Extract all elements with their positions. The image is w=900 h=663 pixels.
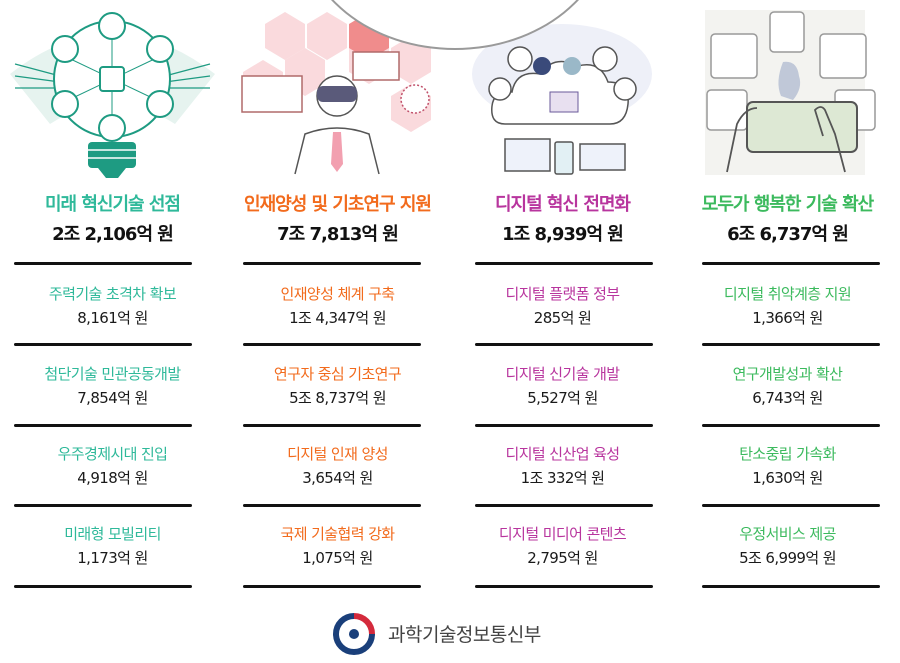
item-amount: 285억 원	[533, 309, 592, 327]
item-name: 디지털 인재 양성	[287, 445, 388, 463]
category-title: 디지털 혁신 전면화	[494, 194, 631, 215]
item-name: 우정서비스 제공	[739, 525, 836, 543]
item-amount: 7,854억 원	[77, 389, 148, 407]
divider	[702, 504, 880, 507]
divider	[702, 424, 880, 427]
divider	[243, 424, 421, 427]
list-item: 연구자 중심 기초연구 5조 8,737억 원	[225, 364, 450, 409]
item-amount: 4,918억 원	[77, 469, 148, 487]
column-tech-for-all: 모두가 행복한 기술 확산 6조 6,737억 원 디지털 취약계층 지원 1,…	[675, 0, 900, 600]
item-name: 인재양성 체계 구축	[280, 285, 396, 303]
item-name: 주력기술 초격차 확보	[48, 285, 177, 303]
category-title: 인재양성 및 기초연구 지원	[244, 194, 432, 215]
item-amount: 6,743억 원	[752, 389, 823, 407]
divider	[475, 262, 653, 265]
taegeuk-logo-icon	[333, 613, 375, 655]
list-item: 미래형 모빌리티 1,173억 원	[0, 524, 225, 569]
column-talent-research: 인재양성 및 기초연구 지원 7조 7,813억 원 인재양성 체계 구축 1조…	[225, 0, 450, 600]
item-amount: 3,654억 원	[302, 469, 373, 487]
category-total: 1조 8,939억 원	[502, 224, 624, 245]
list-item: 인재양성 체계 구축 1조 4,347억 원	[225, 284, 450, 329]
divider	[243, 262, 421, 265]
list-item: 첨단기술 민관공동개발 7,854억 원	[0, 364, 225, 409]
category-title: 미래 혁신기술 선점	[44, 194, 181, 215]
list-item: 디지털 취약계층 지원 1,366억 원	[675, 284, 900, 329]
item-amount: 5,527억 원	[527, 389, 598, 407]
divider	[243, 585, 421, 588]
list-item: 디지털 신산업 육성 1조 332억 원	[450, 444, 675, 489]
divider	[475, 504, 653, 507]
item-amount: 5조 8,737억 원	[289, 389, 386, 407]
item-name: 디지털 플랫폼 정부	[505, 285, 621, 303]
list-item: 디지털 인재 양성 3,654억 원	[225, 444, 450, 489]
divider	[14, 343, 192, 346]
divider	[475, 424, 653, 427]
list-item: 우정서비스 제공 5조 6,999억 원	[675, 524, 900, 569]
divider	[702, 262, 880, 265]
list-item: 국제 기술협력 강화 1,075억 원	[225, 524, 450, 569]
divider	[475, 585, 653, 588]
item-amount: 2,795억 원	[527, 549, 598, 567]
category-total: 7조 7,813억 원	[277, 224, 399, 245]
cloud-big-data-icon	[472, 24, 652, 175]
budget-columns: 미래 혁신기술 선점 2조 2,106억 원 주력기술 초격차 확보 8,161…	[0, 0, 900, 600]
item-name: 미래형 모빌리티	[64, 525, 161, 543]
list-item: 디지털 신기술 개발 5,527억 원	[450, 364, 675, 409]
divider	[243, 343, 421, 346]
column-digital-innovation: 디지털 혁신 전면화 1조 8,939억 원 디지털 플랫폼 정부 285억 원…	[450, 0, 675, 600]
lightbulb-tech-icon	[10, 12, 215, 178]
divider	[14, 504, 192, 507]
list-item: 디지털 플랫폼 정부 285억 원	[450, 284, 675, 329]
item-amount: 1,075억 원	[302, 549, 373, 567]
item-name: 디지털 신기술 개발	[505, 365, 621, 383]
item-amount: 1,630억 원	[752, 469, 823, 487]
list-item: 주력기술 초격차 확보 8,161억 원	[0, 284, 225, 329]
category-title: 모두가 행복한 기술 확산	[701, 194, 874, 215]
item-name: 디지털 미디어 콘텐츠	[498, 525, 627, 543]
item-amount: 1조 332억 원	[520, 469, 605, 487]
item-amount: 1,173억 원	[77, 549, 148, 567]
item-amount: 8,161억 원	[77, 309, 148, 327]
item-name: 연구개발성과 확산	[732, 365, 843, 383]
item-name: 우주경제시대 진입	[57, 445, 168, 463]
divider	[14, 262, 192, 265]
divider	[702, 585, 880, 588]
item-amount: 1조 4,347억 원	[289, 309, 386, 327]
category-total: 6조 6,737억 원	[727, 224, 849, 245]
divider	[14, 424, 192, 427]
list-item: 연구개발성과 확산 6,743억 원	[675, 364, 900, 409]
item-name: 첨단기술 민관공동개발	[44, 365, 181, 383]
divider	[475, 343, 653, 346]
item-name: 디지털 취약계층 지원	[723, 285, 852, 303]
divider	[14, 585, 192, 588]
item-name: 디지털 신산업 육성	[505, 445, 621, 463]
divider	[702, 343, 880, 346]
item-amount: 1,366억 원	[752, 309, 823, 327]
item-name: 연구자 중심 기초연구	[273, 365, 402, 383]
column-future-tech: 미래 혁신기술 선점 2조 2,106억 원 주력기술 초격차 확보 8,161…	[0, 0, 225, 600]
list-item: 우주경제시대 진입 4,918억 원	[0, 444, 225, 489]
list-item: 탄소중립 가속화 1,630억 원	[675, 444, 900, 489]
smartphone-hands-icon	[705, 10, 876, 175]
item-name: 탄소중립 가속화	[739, 445, 836, 463]
item-amount: 5조 6,999억 원	[739, 549, 836, 567]
divider	[243, 504, 421, 507]
footer: 과학기술정보통신부	[0, 600, 900, 663]
list-item: 디지털 미디어 콘텐츠 2,795억 원	[450, 524, 675, 569]
category-total: 2조 2,106억 원	[52, 224, 174, 245]
item-name: 국제 기술협력 강화	[280, 525, 396, 543]
ministry-name: 과학기술정보통신부	[388, 624, 541, 646]
